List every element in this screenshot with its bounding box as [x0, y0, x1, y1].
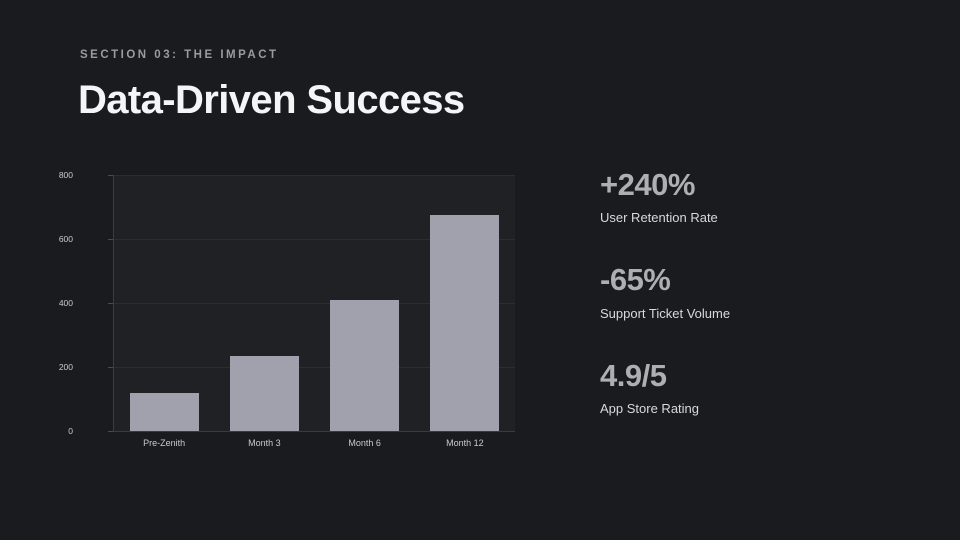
y-tick-label: 200 — [58, 362, 73, 372]
page-title: Data-Driven Success — [78, 78, 465, 122]
stat-label: App Store Rating — [600, 401, 700, 417]
y-tick-mark — [108, 367, 113, 368]
x-tick-label: Month 12 — [446, 438, 484, 448]
y-tick-mark — [108, 175, 113, 176]
y-tick-label: 600 — [58, 234, 73, 244]
y-tick-label: 400 — [58, 298, 73, 308]
x-tick-label: Month 3 — [248, 438, 281, 448]
x-axis-line — [113, 431, 515, 432]
stats-panel: +240% User Retention Rate -65% Support Tick… — [600, 167, 900, 417]
x-tick-label: Pre-Zenith — [143, 438, 186, 448]
y-tick-mark — [108, 431, 113, 432]
bar-chart: 0 200 400 600 800 Pre-Zenith Month 3 Month 6 Mo… — [59, 168, 520, 453]
y-tick-mark — [108, 239, 113, 240]
y-tick-label: 800 — [58, 170, 73, 180]
stat-label: Support Ticket Volume — [600, 305, 731, 321]
stat-item: 4.9/5 App Store Rating — [600, 357, 900, 417]
y-axis-line — [113, 175, 114, 431]
stat-item: -65% Support Ticket Volume — [600, 262, 900, 321]
bar — [430, 215, 500, 431]
bar — [330, 299, 400, 431]
bar-series — [114, 175, 515, 431]
stat-value: 4.9/5 — [600, 357, 667, 393]
gridline — [114, 367, 515, 368]
stat-item: +240% User Retention Rate — [600, 167, 900, 226]
y-tick-label: 0 — [68, 426, 73, 436]
stat-label: User Retention Rate — [600, 210, 718, 226]
bar — [129, 392, 199, 431]
x-tick-label: Month 6 — [348, 438, 381, 448]
stat-value: +240% — [600, 167, 695, 202]
gridline — [114, 239, 515, 240]
section-eyebrow: SECTION 03: THE IMPACT — [80, 49, 279, 61]
y-tick-mark — [108, 303, 113, 304]
gridline — [114, 303, 515, 304]
stat-value: -65% — [600, 262, 671, 298]
bar — [229, 355, 299, 431]
gridline — [114, 175, 515, 176]
